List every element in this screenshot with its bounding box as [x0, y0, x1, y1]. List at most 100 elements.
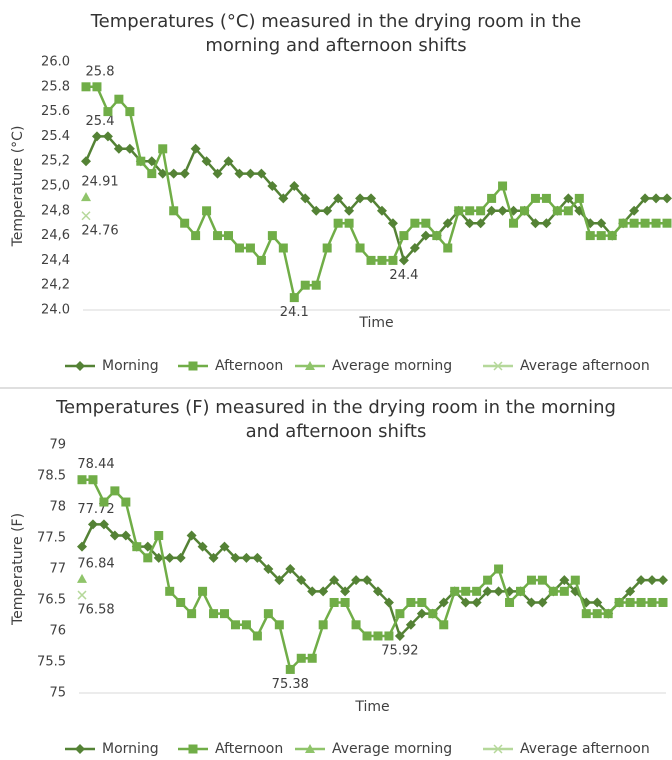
point: [147, 169, 157, 179]
point: [142, 541, 153, 552]
point: [537, 597, 548, 608]
y-tick-label: 24,6: [41, 228, 70, 243]
point: [373, 631, 383, 641]
point: [274, 620, 284, 630]
point: [410, 218, 420, 228]
point: [450, 586, 460, 596]
point: [614, 597, 624, 607]
legend-marker: [305, 744, 315, 753]
point: [278, 193, 289, 204]
point: [618, 218, 628, 228]
point: [168, 168, 179, 179]
point: [508, 205, 519, 216]
y-axis-label: Temperature (°C): [10, 126, 26, 248]
point: [387, 218, 398, 229]
point: [486, 205, 497, 216]
point: [442, 218, 453, 229]
y-tick-label: 26.0: [41, 55, 70, 70]
point: [651, 218, 661, 228]
y-tick-label: 76.5: [37, 593, 66, 608]
point: [120, 530, 131, 541]
point: [428, 609, 438, 619]
point: [263, 564, 274, 574]
point: [202, 206, 212, 216]
point: [647, 597, 657, 607]
point: [223, 156, 234, 167]
point: [154, 531, 164, 541]
point: [494, 564, 504, 574]
y-tick-label: 25.8: [41, 79, 70, 94]
point: [81, 156, 91, 167]
point: [472, 586, 482, 596]
point: [230, 620, 240, 630]
point: [537, 575, 547, 585]
point: [333, 218, 343, 228]
point: [658, 575, 668, 586]
point: [625, 597, 635, 607]
point: [647, 575, 658, 586]
y-tick-label: 25.6: [41, 104, 70, 119]
point: [563, 193, 574, 204]
point: [592, 609, 602, 619]
point: [318, 586, 329, 597]
point: [267, 181, 278, 191]
point: [333, 193, 344, 204]
point: [640, 193, 651, 204]
point: [351, 575, 362, 586]
point: [88, 475, 98, 485]
point: [300, 193, 311, 204]
point: [421, 218, 431, 228]
point: [77, 475, 87, 485]
legend-label: Afternoon: [215, 358, 283, 374]
point: [475, 218, 486, 229]
point: [186, 530, 197, 541]
point: [124, 143, 135, 154]
point: [153, 552, 164, 563]
point: [267, 231, 277, 241]
point: [197, 541, 208, 552]
point: [548, 586, 558, 596]
point: [344, 205, 355, 216]
data-label: 77.72: [77, 502, 114, 517]
legend-marker: [493, 361, 503, 371]
y-tick-label: 25,0: [41, 179, 70, 194]
point: [476, 206, 486, 216]
point: [164, 552, 175, 563]
point: [289, 181, 300, 191]
point: [176, 597, 186, 607]
point: [263, 609, 273, 619]
legend-label: Average afternoon: [520, 741, 650, 757]
point: [289, 293, 299, 303]
point: [509, 218, 519, 228]
point: [383, 597, 394, 608]
point: [658, 597, 668, 607]
legend-label: Morning: [102, 741, 159, 757]
point: [651, 193, 662, 204]
y-tick-label: 75.5: [37, 655, 66, 670]
point: [103, 107, 113, 117]
point: [603, 609, 613, 619]
point: [241, 552, 252, 563]
point: [417, 597, 427, 607]
point: [487, 193, 497, 203]
point: [552, 206, 562, 216]
point: [213, 231, 223, 241]
point: [285, 564, 296, 574]
point: [190, 143, 201, 154]
legend-marker: [75, 361, 85, 371]
legend-marker: [75, 744, 85, 754]
point: [355, 243, 365, 253]
point: [394, 630, 405, 641]
point: [87, 519, 98, 530]
point: [318, 620, 328, 630]
y-tick-label: 25.4: [41, 129, 70, 144]
point: [311, 280, 321, 290]
y-tick-label: 78: [49, 500, 66, 515]
y-tick-label: 79: [49, 438, 66, 453]
point: [241, 620, 251, 630]
point: [482, 586, 493, 597]
point: [285, 664, 295, 674]
point: [110, 486, 120, 496]
point: [278, 243, 288, 253]
